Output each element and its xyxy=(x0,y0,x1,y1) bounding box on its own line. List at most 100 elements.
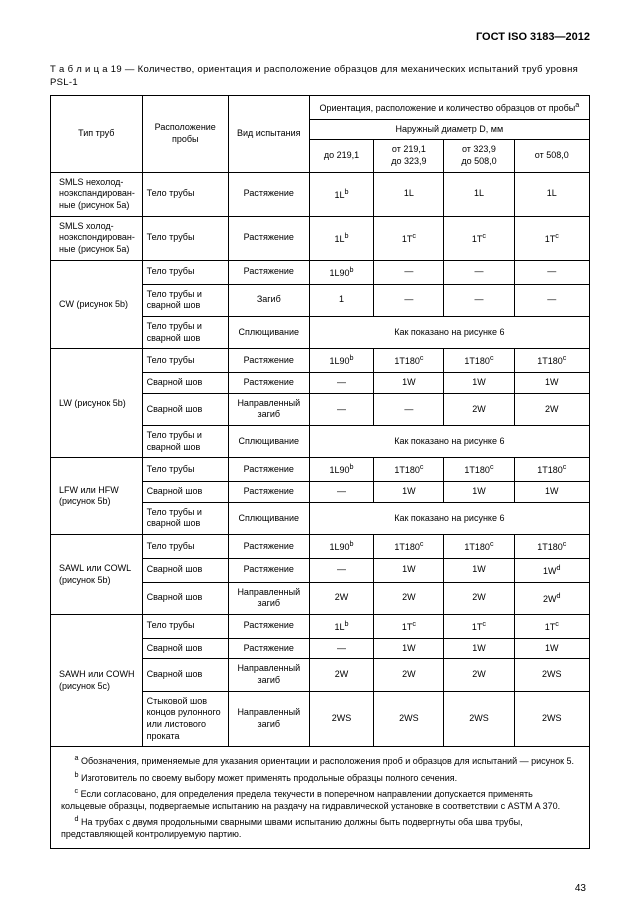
notes: a Обозначения, применяемые для указания … xyxy=(51,747,590,849)
value-cell: 1Tc xyxy=(374,614,444,638)
value-cell: 1T180c xyxy=(374,458,444,482)
test-cell: Растяжение xyxy=(228,535,309,559)
value-cell: — xyxy=(374,393,444,425)
value-cell: 1T180c xyxy=(374,349,444,373)
value-cell: 1Lb xyxy=(309,172,374,216)
sample-loc-cell: Тело трубы xyxy=(142,535,228,559)
value-cell: 2W xyxy=(514,393,590,425)
sample-loc-cell: Сварной шов xyxy=(142,582,228,614)
pipe-type-cell: LW (рисунок 5b) xyxy=(51,349,143,458)
value-cell: 1T180c xyxy=(444,458,514,482)
hdr-sample-loc: Расположение пробы xyxy=(142,95,228,172)
value-cell: — xyxy=(514,284,590,316)
test-cell: Направленный загиб xyxy=(228,582,309,614)
value-cell: — xyxy=(374,260,444,284)
value-cell: 1W xyxy=(374,638,444,659)
value-cell: 1W xyxy=(444,638,514,659)
value-cell: 1W xyxy=(444,372,514,393)
value-cell: 1W xyxy=(514,372,590,393)
value-cell: — xyxy=(309,372,374,393)
sample-loc-cell: Сварной шов xyxy=(142,638,228,659)
test-cell: Растяжение xyxy=(228,558,309,582)
test-cell: Сплющивание xyxy=(228,316,309,348)
test-cell: Направленный загиб xyxy=(228,393,309,425)
value-cell: 2WS xyxy=(309,691,374,747)
pipe-type-cell: LFW или HFW (рисунок 5b) xyxy=(51,458,143,535)
value-cell: 1Wd xyxy=(514,558,590,582)
value-cell: 1T180c xyxy=(514,458,590,482)
test-cell: Растяжение xyxy=(228,216,309,260)
value-cell: 1W xyxy=(514,638,590,659)
value-cell: 1T180c xyxy=(444,535,514,559)
sample-loc-cell: Сварной шов xyxy=(142,482,228,503)
value-cell: 2WS xyxy=(514,691,590,747)
hdr-d2: от 219,1до 323,9 xyxy=(374,140,444,172)
test-cell: Сплющивание xyxy=(228,502,309,534)
test-cell: Направленный загиб xyxy=(228,691,309,747)
test-cell: Растяжение xyxy=(228,458,309,482)
value-cell: 1 xyxy=(309,284,374,316)
value-cell: 1Tc xyxy=(374,216,444,260)
hdr-group: Ориентация, расположение и количество об… xyxy=(309,95,589,119)
value-cell: 1Lb xyxy=(309,614,374,638)
hdr-test-type: Вид испытания xyxy=(228,95,309,172)
value-cell: 1L90b xyxy=(309,535,374,559)
doc-id: ГОСТ ISO 3183—2012 xyxy=(50,30,590,44)
sample-loc-cell: Тело трубы xyxy=(142,614,228,638)
hdr-d1: до 219,1 xyxy=(309,140,374,172)
table-caption: Т а б л и ц а 19 — Количество, ориентаци… xyxy=(50,64,590,89)
pipe-type-cell: CW (рисунок 5b) xyxy=(51,260,143,348)
value-cell: 1W xyxy=(374,558,444,582)
sample-loc-cell: Сварной шов xyxy=(142,659,228,691)
span-cell: Как показано на рисунке 6 xyxy=(309,502,589,534)
value-cell: — xyxy=(374,284,444,316)
span-cell: Как показано на рисунке 6 xyxy=(309,316,589,348)
value-cell: 1W xyxy=(374,482,444,503)
sample-loc-cell: Сварной шов xyxy=(142,372,228,393)
sample-loc-cell: Тело трубы xyxy=(142,349,228,373)
sample-loc-cell: Тело трубы xyxy=(142,216,228,260)
sample-loc-cell: Тело трубы и сварной шов xyxy=(142,316,228,348)
value-cell: 2W xyxy=(444,582,514,614)
test-cell: Направленный загиб xyxy=(228,659,309,691)
pipe-type-cell: SAWL или COWL (рисунок 5b) xyxy=(51,535,143,615)
span-cell: Как показано на рисунке 6 xyxy=(309,426,589,458)
value-cell: 1T180c xyxy=(444,349,514,373)
value-cell: 2W xyxy=(374,659,444,691)
sample-loc-cell: Тело трубы xyxy=(142,260,228,284)
test-cell: Загиб xyxy=(228,284,309,316)
value-cell: 1L90b xyxy=(309,458,374,482)
hdr-pipe-type: Тип труб xyxy=(51,95,143,172)
value-cell: 2W xyxy=(309,659,374,691)
sample-loc-cell: Тело трубы и сварной шов xyxy=(142,284,228,316)
main-table: Тип труб Расположение пробы Вид испытани… xyxy=(50,95,590,849)
value-cell: 2W xyxy=(444,393,514,425)
value-cell: 1L90b xyxy=(309,260,374,284)
value-cell: — xyxy=(514,260,590,284)
value-cell: 1T180c xyxy=(514,535,590,559)
test-cell: Растяжение xyxy=(228,638,309,659)
value-cell: 1T180c xyxy=(514,349,590,373)
value-cell: 2WS xyxy=(444,691,514,747)
value-cell: 1Tc xyxy=(514,216,590,260)
value-cell: 1L xyxy=(514,172,590,216)
value-cell: 2Wd xyxy=(514,582,590,614)
value-cell: 1L90b xyxy=(309,349,374,373)
value-cell: — xyxy=(444,260,514,284)
pipe-type-cell: SMLS нехолод-ноэкспандирован-ные (рисуно… xyxy=(51,172,143,216)
value-cell: 1W xyxy=(444,558,514,582)
page-number: 43 xyxy=(575,882,586,895)
value-cell: 1Tc xyxy=(444,614,514,638)
sample-loc-cell: Тело трубы и сварной шов xyxy=(142,502,228,534)
value-cell: 2WS xyxy=(374,691,444,747)
value-cell: 1W xyxy=(444,482,514,503)
test-cell: Растяжение xyxy=(228,260,309,284)
value-cell: 1L xyxy=(444,172,514,216)
value-cell: — xyxy=(309,558,374,582)
value-cell: — xyxy=(309,482,374,503)
sample-loc-cell: Сварной шов xyxy=(142,558,228,582)
test-cell: Растяжение xyxy=(228,372,309,393)
table-body: SMLS нехолод-ноэкспандирован-ные (рисуно… xyxy=(51,172,590,747)
sample-loc-cell: Сварной шов xyxy=(142,393,228,425)
value-cell: — xyxy=(309,638,374,659)
